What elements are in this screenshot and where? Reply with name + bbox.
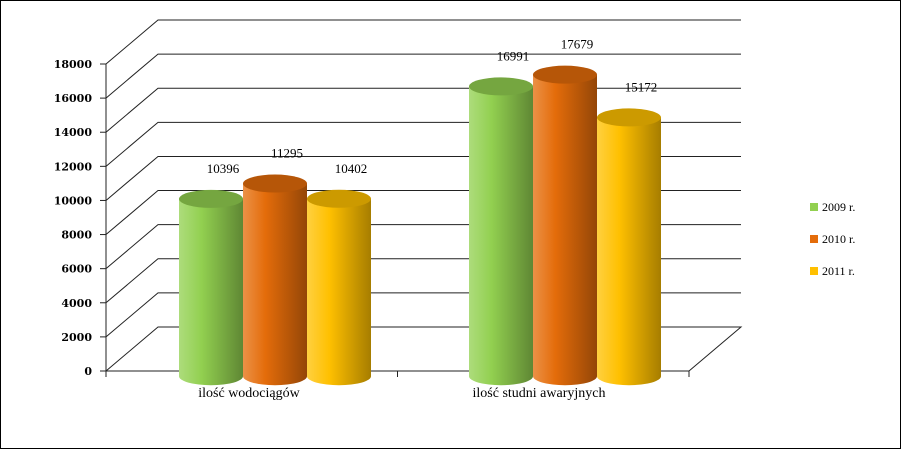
bar (179, 189, 243, 386)
data-label: 10402 (335, 161, 368, 176)
legend-item: 2011 r. (810, 264, 855, 278)
data-labels: 10396 11295 10402 16991 17679 15172 (207, 37, 658, 176)
bar-body (597, 117, 661, 386)
bar (307, 189, 371, 386)
bar-body (179, 198, 243, 386)
chart-walls (105, 326, 743, 372)
category-label: ilość wodociągów (198, 386, 300, 401)
bar-top (597, 108, 661, 127)
y-axis-tick-labels: 0 2000 4000 6000 8000 10000 12000 14000 16000 180… (54, 58, 93, 378)
data-label: 17679 (561, 37, 594, 52)
bar-top (533, 65, 597, 84)
legend-label: 2010 r. (822, 232, 855, 246)
bar (469, 77, 533, 386)
bar-body (307, 198, 371, 386)
bar-top (179, 189, 243, 208)
bar-top (469, 77, 533, 96)
bar-top (307, 189, 371, 208)
gridline (105, 53, 741, 99)
bar (533, 65, 597, 386)
legend-label: 2011 r. (822, 264, 855, 278)
y-tick-label: 14000 (54, 126, 93, 139)
bar (597, 108, 661, 386)
y-tick-label: 12000 (54, 160, 93, 173)
bar-body (533, 74, 597, 386)
gridlines (105, 19, 741, 338)
y-tick-label: 2000 (61, 331, 92, 344)
data-label: 11295 (271, 146, 303, 161)
y-tick-label: 16000 (54, 92, 93, 105)
legend-swatch (810, 203, 818, 211)
legend-swatch (810, 267, 818, 275)
legend-swatch (810, 235, 818, 243)
bar-body (469, 86, 533, 386)
chart-floor (105, 326, 743, 372)
bar (243, 174, 307, 386)
y-tick-label: 18000 (54, 58, 93, 71)
category-label: ilość studni awaryjnych (473, 386, 606, 401)
legend-item: 2009 r. (810, 200, 855, 214)
bar-body (243, 183, 307, 386)
y-tick-label: 4000 (61, 297, 92, 310)
data-label: 10396 (207, 161, 240, 176)
data-label: 15172 (625, 79, 658, 94)
category-labels: ilość wodociągów ilość studni awaryjnych (198, 386, 605, 401)
legend: 2009 r. 2010 r. 2011 r. (810, 200, 855, 278)
gridline (105, 19, 741, 65)
y-tick-label: 10000 (54, 194, 93, 207)
bars (179, 65, 661, 386)
data-label: 16991 (497, 48, 530, 63)
y-tick-label: 6000 (61, 263, 92, 276)
bar-top (243, 174, 307, 193)
legend-label: 2009 r. (822, 200, 855, 214)
legend-item: 2010 r. (810, 232, 855, 246)
y-tick-label: 8000 (61, 229, 92, 242)
y-tick-label: 0 (84, 365, 92, 378)
